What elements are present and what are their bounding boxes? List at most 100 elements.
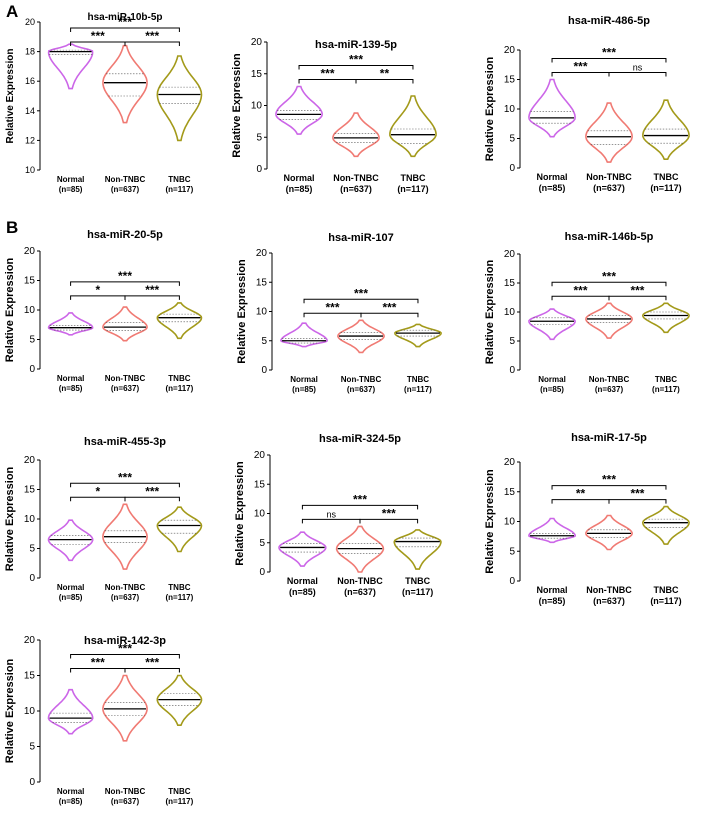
- y-tick-label: 15: [504, 487, 516, 498]
- y-tick-label: 15: [504, 278, 516, 289]
- significance-label: ***: [118, 15, 132, 29]
- x-category-label: TNBC: [653, 172, 678, 182]
- x-category-label: Non-TNBC: [589, 375, 630, 384]
- x-count-label: (n=117): [650, 183, 681, 193]
- x-category-label: Normal: [537, 172, 568, 182]
- significance-label: ***: [145, 283, 159, 297]
- x-count-label: (n=85): [289, 587, 316, 597]
- violin-tnbc: [156, 55, 203, 142]
- y-tick-label: 5: [261, 336, 267, 347]
- x-category-label: Non-TNBC: [105, 175, 146, 184]
- x-count-label: (n=85): [59, 593, 83, 602]
- x-count-label: (n=85): [59, 384, 83, 393]
- x-count-label: (n=85): [540, 385, 564, 394]
- significance-bracket: [124, 496, 180, 502]
- x-category-label: Normal: [537, 585, 568, 595]
- y-tick-label: 20: [24, 455, 36, 466]
- y-tick-label: 5: [256, 132, 262, 143]
- x-category-label: Non-TNBC: [586, 585, 632, 595]
- chart-1: hsa-miR-139-5p 0 5 10 15 20 Relative Expressio…: [231, 37, 437, 194]
- violin-normal: [278, 531, 327, 567]
- x-count-label: (n=637): [111, 593, 140, 602]
- y-tick-label: 12: [25, 135, 35, 145]
- significance-bracket: [70, 27, 180, 32]
- y-tick-label: 20: [256, 248, 268, 259]
- x-category-label: Non-TNBC: [105, 787, 146, 796]
- y-tick-label: 18: [25, 47, 35, 57]
- chart-title: hsa-miR-107: [328, 232, 393, 244]
- x-count-label: (n=117): [402, 587, 433, 597]
- x-count-label: (n=637): [347, 385, 376, 394]
- x-category-label: Non-TNBC: [586, 172, 632, 182]
- x-category-label: Normal: [57, 175, 85, 184]
- significance-label: ***: [574, 60, 588, 74]
- violin-tnbc: [393, 529, 442, 570]
- chart-0: hsa-miR-10b-5p 10 12 14 16 18 20 Relative Expre…: [5, 12, 203, 194]
- y-tick-label: 20: [25, 17, 35, 27]
- y-tick-label: 20: [24, 635, 36, 646]
- x-count-label: (n=637): [595, 385, 624, 394]
- y-tick-label: 15: [251, 69, 263, 80]
- chart-title: hsa-miR-455-3p: [84, 436, 166, 448]
- y-tick-label: 16: [25, 76, 35, 86]
- significance-bracket: [360, 312, 419, 318]
- chart-4: hsa-miR-107 0 5 10 15 20 Relative Expression No…: [236, 232, 442, 394]
- x-count-label: (n=85): [539, 596, 566, 606]
- y-tick-label: 0: [256, 164, 262, 175]
- significance-bracket: [124, 41, 180, 46]
- y-tick-label: 20: [24, 246, 36, 257]
- x-count-label: (n=637): [111, 384, 140, 393]
- x-count-label: (n=117): [652, 385, 680, 394]
- significance-label: ***: [382, 300, 396, 314]
- significance-label: ***: [630, 283, 644, 297]
- x-count-label: (n=117): [404, 385, 432, 394]
- x-category-label: Non-TNBC: [333, 173, 379, 183]
- significance-label: ***: [602, 269, 616, 283]
- significance-label: ***: [118, 269, 132, 283]
- x-count-label: (n=117): [166, 384, 194, 393]
- violin-non-tnbc: [102, 44, 148, 124]
- panel-label-a: A: [6, 2, 19, 21]
- chart-title: hsa-miR-324-5p: [319, 433, 401, 445]
- x-count-label: (n=85): [59, 185, 83, 194]
- y-axis-label: Relative Expression: [484, 56, 496, 161]
- x-category-label: TNBC: [653, 585, 678, 595]
- significance-label: *: [95, 484, 100, 498]
- y-tick-label: 5: [29, 742, 35, 753]
- y-tick-label: 0: [29, 777, 35, 788]
- y-axis-label: Relative Expression: [484, 469, 496, 574]
- x-category-label: Normal: [57, 787, 85, 796]
- y-tick-label: 15: [504, 75, 516, 86]
- x-count-label: (n=117): [166, 593, 194, 602]
- y-tick-label: 5: [509, 336, 515, 347]
- x-category-label: Normal: [290, 375, 318, 384]
- violin-tnbc: [394, 323, 442, 348]
- significance-bracket: [551, 281, 667, 287]
- y-tick-label: 5: [509, 134, 515, 145]
- y-tick-label: 20: [504, 249, 516, 260]
- y-tick-label: 15: [24, 671, 36, 682]
- chart-7: hsa-miR-324-5p 0 5 10 15 20 Relative Expressio…: [234, 433, 442, 597]
- significance-label: ***: [145, 29, 159, 43]
- y-tick-label: 10: [504, 517, 516, 528]
- x-category-label: TNBC: [655, 375, 677, 384]
- chart-title: hsa-miR-17-5p: [571, 432, 647, 444]
- violin-tnbc: [641, 302, 690, 334]
- y-tick-label: 0: [261, 365, 267, 376]
- violin-tnbc: [156, 506, 203, 553]
- chart-2: hsa-miR-486-5p 0 5 10 15 20 Relative Expressio…: [484, 15, 690, 193]
- chart-6: hsa-miR-455-3p 0 5 10 15 20 Relative Expressio…: [4, 436, 203, 602]
- significance-label: ***: [602, 473, 616, 487]
- y-axis-label: Relative Expression: [4, 466, 16, 571]
- x-category-label: TNBC: [168, 175, 190, 184]
- y-tick-label: 10: [24, 514, 36, 525]
- chart-5: hsa-miR-146b-5p 0 5 10 15 20 Relative Expressi…: [484, 231, 690, 394]
- y-tick-label: 0: [29, 364, 35, 375]
- y-tick-label: 10: [504, 307, 516, 318]
- chart-title: hsa-miR-139-5p: [315, 39, 397, 51]
- x-count-label: (n=637): [111, 797, 140, 806]
- x-count-label: (n=85): [292, 385, 316, 394]
- chart-8: hsa-miR-17-5p 0 5 10 15 20 Relative Expression…: [484, 432, 690, 606]
- significance-label: ns: [633, 63, 643, 73]
